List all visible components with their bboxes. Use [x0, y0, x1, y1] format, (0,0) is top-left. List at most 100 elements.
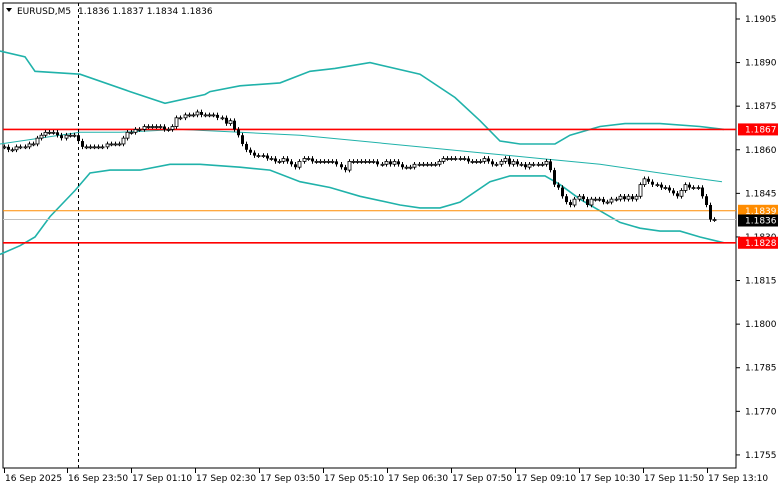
candle-body [408, 166, 413, 169]
candle-body [544, 160, 549, 165]
y-tick-label: 1.1875 [745, 102, 777, 112]
candle-body [363, 160, 368, 163]
candle-body [508, 158, 511, 165]
candle-body [605, 201, 610, 204]
candle-body [216, 114, 219, 118]
candle-body [478, 160, 483, 163]
x-tick-label: 17 Sep 09:10 [516, 474, 576, 484]
candle-body [311, 158, 314, 162]
x-tick-label: 17 Sep 10:30 [580, 474, 640, 484]
candle-body [597, 198, 602, 201]
candle-body [228, 120, 233, 125]
candle-body [433, 163, 438, 166]
candle-body [163, 126, 166, 130]
candle-body [572, 198, 577, 206]
candle-body [241, 135, 244, 144]
candle-body [589, 198, 594, 206]
candle-body [105, 143, 110, 148]
candle-body [60, 135, 63, 139]
candles [2, 3, 717, 468]
candle-body [207, 114, 212, 117]
candle-body [142, 126, 147, 130]
candle-body [487, 158, 490, 162]
candle-body [586, 199, 589, 205]
candle-body [437, 160, 442, 165]
price-line-tag [738, 204, 778, 217]
candle-body [540, 163, 545, 166]
candle-body [129, 131, 134, 134]
candle-body [174, 117, 179, 127]
candle-body [491, 161, 494, 165]
candle-body [527, 163, 532, 168]
candle-body [245, 143, 248, 150]
candle-body [593, 198, 598, 201]
candle-body [43, 131, 48, 136]
candle-body [195, 111, 200, 116]
plot-frame [2, 2, 737, 469]
candle-body [655, 184, 660, 187]
candle-body [14, 146, 19, 151]
candle-body [397, 161, 400, 165]
candle-body [56, 132, 59, 136]
current-price-tag-label: 1.1836 [745, 217, 777, 227]
dropdown-triangle-icon[interactable] [6, 8, 12, 12]
candle-body [626, 195, 631, 200]
candle-body [482, 158, 487, 162]
candle-body [249, 149, 252, 153]
candle-body [96, 146, 101, 149]
candle-body [453, 158, 458, 160]
candle-body [412, 163, 417, 168]
candle-body [47, 131, 52, 134]
candle-body [290, 161, 293, 165]
y-tick-label: 1.1860 [745, 146, 777, 156]
x-tick-label: 17 Sep 02:30 [196, 474, 256, 484]
candle-body [672, 190, 675, 194]
candle-body [7, 146, 10, 150]
candle-body [376, 161, 379, 165]
x-tick-label: 16 Sep 2025 [5, 474, 62, 484]
candle-body [503, 158, 508, 162]
candle-body [170, 126, 175, 130]
candle-body [137, 129, 142, 131]
candle-body [266, 155, 269, 159]
candle-body [64, 134, 69, 139]
y-tick-label: 1.1755 [745, 451, 777, 461]
level-tag-1 [738, 236, 778, 249]
candle-body [445, 158, 450, 160]
horizontal-levels [3, 128, 736, 244]
candle-body [113, 143, 118, 146]
candle-body [524, 164, 527, 168]
candle-body [531, 163, 536, 166]
candle-body [696, 187, 701, 189]
candle-body [494, 163, 499, 166]
candle-body [84, 146, 89, 149]
candle-body [516, 161, 519, 165]
candle-body [318, 160, 323, 163]
bollinger-bands [0, 50, 725, 256]
candle-body [384, 160, 389, 165]
bollinger-upper-band [0, 50, 725, 145]
x-tick-label: 17 Sep 06:30 [388, 474, 448, 484]
ohlc-label: 1.1836 1.1837 1.1834 1.1836 [78, 7, 213, 17]
candle-body [100, 146, 105, 149]
candle-body [340, 164, 343, 168]
candle-body [125, 131, 130, 139]
candle-body [660, 184, 663, 188]
y-tick-label: 1.1800 [745, 320, 777, 330]
candle-body [676, 193, 679, 197]
chart-header: EURUSD,M5 1.1836 1.1837 1.1834 1.1836 [6, 7, 213, 17]
candle-body [389, 161, 392, 165]
candle-body [618, 195, 623, 200]
candle-body [121, 137, 126, 145]
candle-body [294, 164, 297, 168]
candle-body [191, 114, 196, 117]
candle-body [335, 161, 338, 165]
candle-body [519, 163, 524, 166]
y-tick-label: 1.1785 [745, 364, 777, 374]
candle-body [31, 143, 36, 146]
candle-body [158, 126, 163, 128]
candle-body [359, 160, 364, 163]
candle-body [256, 155, 261, 157]
